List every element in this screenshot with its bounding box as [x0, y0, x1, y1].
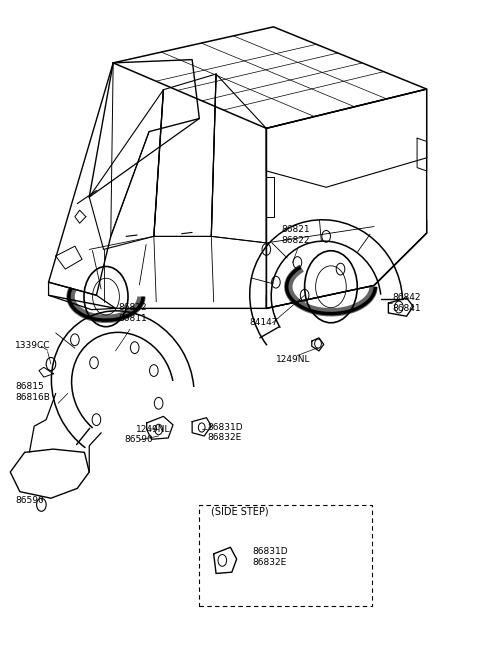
- Text: (SIDE STEP): (SIDE STEP): [211, 506, 269, 516]
- Text: 1249NL: 1249NL: [276, 356, 311, 365]
- Bar: [199, 504, 372, 606]
- Text: 86590: 86590: [124, 435, 153, 443]
- Text: 86831D
86832E: 86831D 86832E: [252, 547, 288, 567]
- Text: 86821
86822: 86821 86822: [282, 226, 310, 245]
- Text: 86590: 86590: [15, 495, 44, 504]
- Text: 1249NL: 1249NL: [136, 425, 171, 434]
- Text: 86812
86811: 86812 86811: [119, 303, 147, 323]
- Text: 86831D
86832E: 86831D 86832E: [207, 423, 243, 442]
- Text: 1339CC: 1339CC: [15, 341, 50, 350]
- Text: 84147: 84147: [250, 318, 278, 327]
- Text: 86842
86841: 86842 86841: [392, 293, 421, 313]
- Text: 86815
86816B: 86815 86816B: [15, 382, 50, 402]
